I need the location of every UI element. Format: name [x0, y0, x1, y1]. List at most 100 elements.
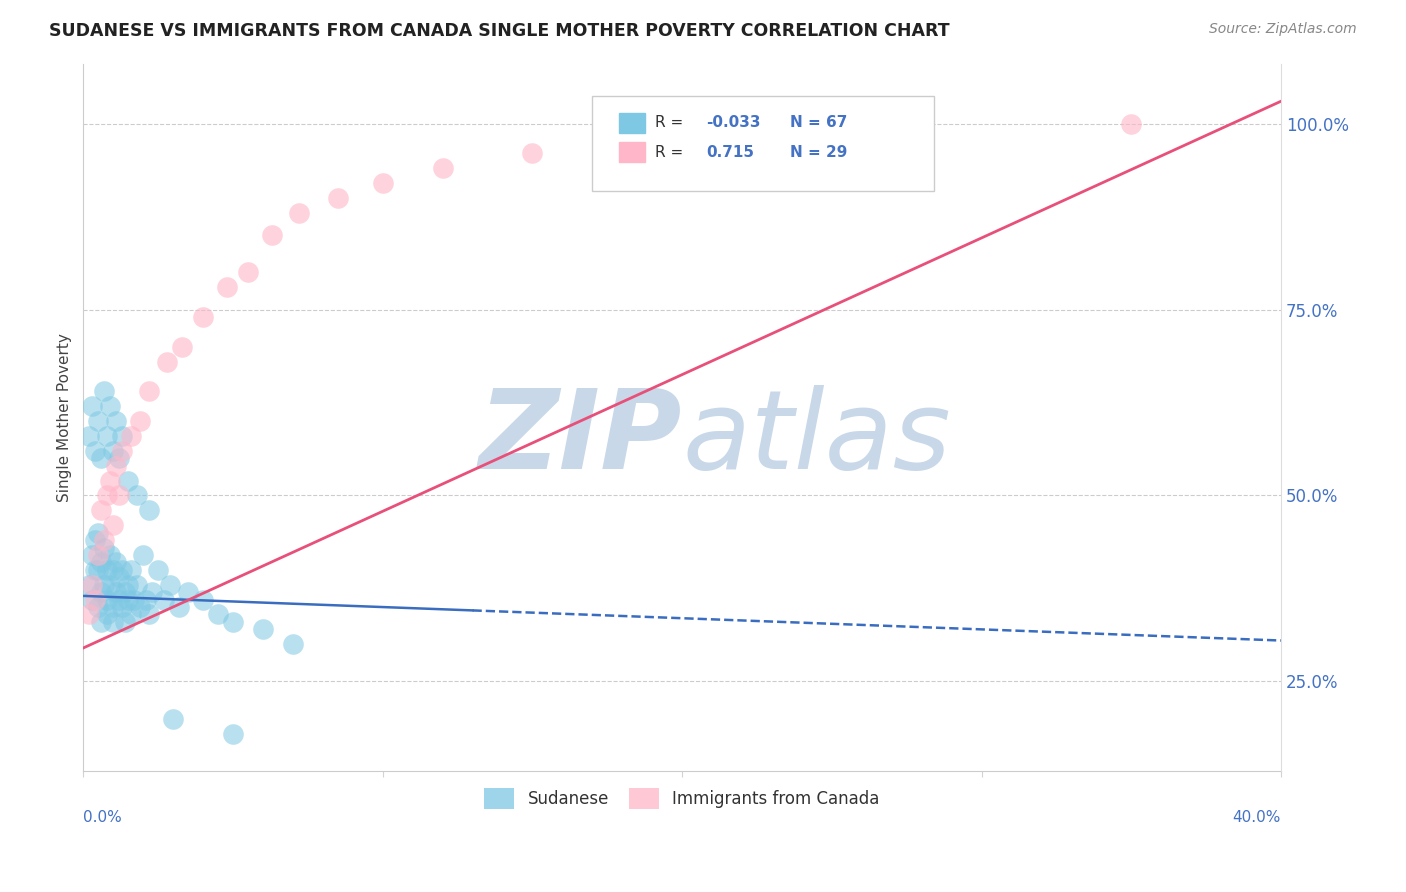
Point — [191, 592, 214, 607]
Text: N = 29: N = 29 — [790, 145, 848, 160]
Point — [114, 585, 136, 599]
Point — [98, 399, 121, 413]
Point — [84, 443, 107, 458]
Point — [821, 124, 844, 138]
Point — [129, 600, 152, 615]
Point — [108, 451, 131, 466]
Text: SUDANESE VS IMMIGRANTS FROM CANADA SINGLE MOTHER POVERTY CORRELATION CHART: SUDANESE VS IMMIGRANTS FROM CANADA SINGL… — [49, 22, 950, 40]
Point — [87, 414, 110, 428]
Legend: Sudanese, Immigrants from Canada: Sudanese, Immigrants from Canada — [478, 781, 887, 815]
Point — [127, 578, 149, 592]
Text: 40.0%: 40.0% — [1233, 810, 1281, 824]
Point — [108, 488, 131, 502]
Bar — [619, 143, 645, 162]
Point — [177, 585, 200, 599]
Point — [96, 429, 118, 443]
Point — [215, 280, 238, 294]
Point — [432, 161, 454, 176]
Point — [105, 556, 128, 570]
Point — [117, 474, 139, 488]
Point — [87, 525, 110, 540]
Point — [671, 131, 693, 145]
Point — [159, 578, 181, 592]
Point — [90, 451, 112, 466]
Point — [87, 548, 110, 562]
Point — [98, 548, 121, 562]
FancyBboxPatch shape — [592, 95, 934, 191]
Point — [93, 533, 115, 548]
Text: -0.033: -0.033 — [706, 115, 761, 130]
Point — [96, 607, 118, 622]
Text: atlas: atlas — [682, 385, 950, 492]
Point — [90, 556, 112, 570]
Point — [260, 228, 283, 243]
Text: 0.0%: 0.0% — [83, 810, 122, 824]
Point — [103, 615, 125, 629]
Point — [207, 607, 229, 622]
Point — [87, 563, 110, 577]
Point — [167, 600, 190, 615]
Text: N = 67: N = 67 — [790, 115, 848, 130]
Point — [103, 563, 125, 577]
Point — [138, 384, 160, 399]
Point — [111, 429, 134, 443]
Point — [120, 429, 142, 443]
Point — [117, 578, 139, 592]
Point — [93, 541, 115, 555]
Point — [90, 503, 112, 517]
Point — [281, 637, 304, 651]
Point — [93, 578, 115, 592]
Point — [146, 563, 169, 577]
Point — [138, 503, 160, 517]
Point — [108, 592, 131, 607]
Point — [105, 458, 128, 473]
Point — [222, 615, 245, 629]
Point — [162, 712, 184, 726]
Point — [93, 384, 115, 399]
Point — [82, 548, 104, 562]
Point — [90, 585, 112, 599]
Text: 0.715: 0.715 — [706, 145, 754, 160]
Point — [84, 533, 107, 548]
Point — [141, 585, 163, 599]
Point — [132, 548, 155, 562]
Text: R =: R = — [655, 115, 688, 130]
Point — [172, 340, 194, 354]
Point — [87, 600, 110, 615]
Point — [111, 563, 134, 577]
Point — [129, 414, 152, 428]
Bar — [619, 112, 645, 133]
Point — [156, 354, 179, 368]
Point — [96, 563, 118, 577]
Point — [82, 578, 104, 592]
Point — [120, 607, 142, 622]
Point — [84, 563, 107, 577]
Point — [98, 474, 121, 488]
Point — [127, 488, 149, 502]
Point — [108, 570, 131, 584]
Point — [103, 600, 125, 615]
Point — [236, 265, 259, 279]
Point — [105, 414, 128, 428]
Point — [371, 176, 394, 190]
Point — [122, 592, 145, 607]
Text: Source: ZipAtlas.com: Source: ZipAtlas.com — [1209, 22, 1357, 37]
Point — [98, 578, 121, 592]
Point — [90, 615, 112, 629]
Point — [111, 600, 134, 615]
Point — [326, 191, 349, 205]
Point — [105, 585, 128, 599]
Point — [138, 607, 160, 622]
Point — [252, 623, 274, 637]
Point — [114, 615, 136, 629]
Point — [103, 518, 125, 533]
Point — [522, 146, 544, 161]
Point — [117, 592, 139, 607]
Point — [103, 443, 125, 458]
Point — [111, 443, 134, 458]
Point — [84, 592, 107, 607]
Point — [191, 310, 214, 324]
Point — [96, 488, 118, 502]
Point — [135, 592, 157, 607]
Point — [222, 726, 245, 740]
